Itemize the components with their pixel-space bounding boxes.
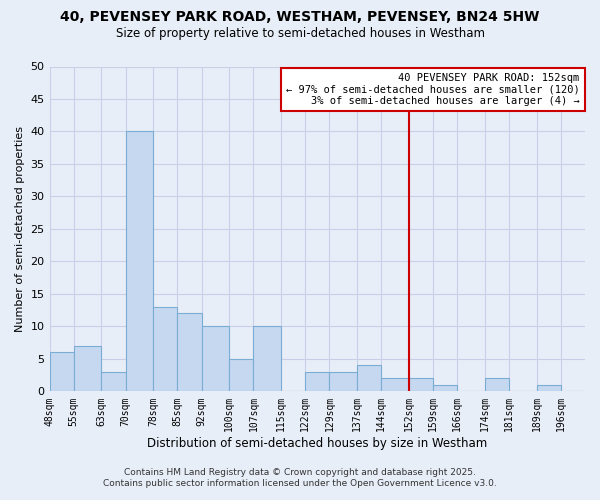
Bar [202, 326, 229, 392]
Bar [536, 385, 561, 392]
Bar [50, 352, 74, 392]
Bar [381, 378, 409, 392]
Bar [409, 378, 433, 392]
Text: Contains HM Land Registry data © Crown copyright and database right 2025.
Contai: Contains HM Land Registry data © Crown c… [103, 468, 497, 487]
Bar [433, 385, 457, 392]
Bar [253, 326, 281, 392]
Bar [305, 372, 329, 392]
Bar [485, 378, 509, 392]
Text: 40 PEVENSEY PARK ROAD: 152sqm
← 97% of semi-detached houses are smaller (120)
3%: 40 PEVENSEY PARK ROAD: 152sqm ← 97% of s… [286, 73, 580, 106]
Bar [329, 372, 357, 392]
Bar [125, 132, 153, 392]
Bar [357, 366, 381, 392]
Y-axis label: Number of semi-detached properties: Number of semi-detached properties [15, 126, 25, 332]
Text: 40, PEVENSEY PARK ROAD, WESTHAM, PEVENSEY, BN24 5HW: 40, PEVENSEY PARK ROAD, WESTHAM, PEVENSE… [61, 10, 539, 24]
Text: Size of property relative to semi-detached houses in Westham: Size of property relative to semi-detach… [115, 28, 485, 40]
Bar [101, 372, 125, 392]
Bar [229, 359, 253, 392]
Bar [178, 314, 202, 392]
X-axis label: Distribution of semi-detached houses by size in Westham: Distribution of semi-detached houses by … [147, 437, 487, 450]
Bar [153, 307, 178, 392]
Bar [74, 346, 101, 392]
